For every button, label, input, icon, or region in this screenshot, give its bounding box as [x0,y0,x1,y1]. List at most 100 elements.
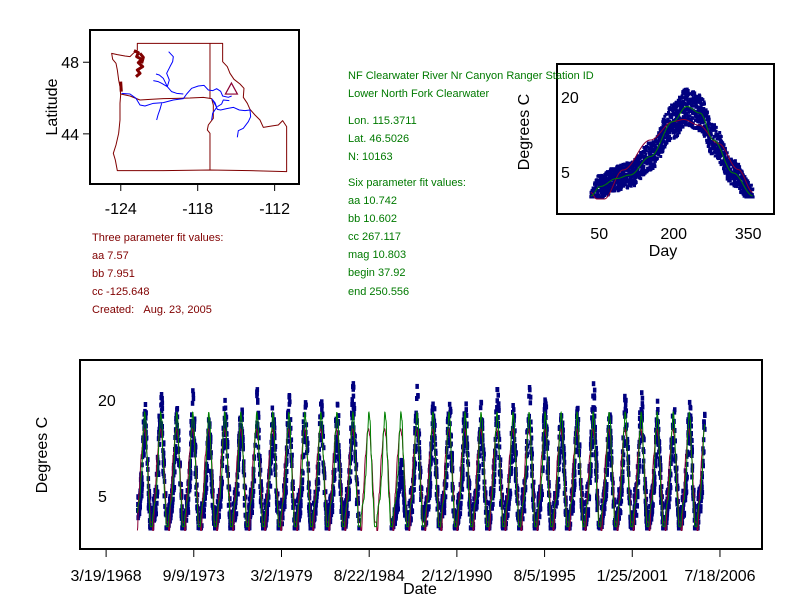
data-point [336,446,340,452]
data-point [262,525,266,531]
data-point [157,417,162,423]
data-point [628,176,632,180]
data-point [698,124,702,128]
data-point [509,471,513,477]
data-point [659,150,663,154]
data-point [706,122,710,126]
data-point [681,99,685,103]
data-point [540,490,544,496]
data-point [628,166,632,170]
data-point [522,504,526,510]
data-point [666,137,670,141]
data-point [710,151,713,155]
columbia-river [121,84,232,107]
data-point [611,187,614,191]
data-point [334,447,338,453]
data-point [693,126,697,130]
data-point [613,171,616,175]
data-point [690,90,694,94]
data-point [716,156,719,159]
data-point [664,132,668,136]
data-point [520,494,525,500]
data-point [497,408,501,413]
data-point [657,133,661,137]
data-point [286,432,290,438]
data-point [408,498,412,504]
data-point [393,515,398,521]
data-point [670,121,674,125]
data-point [236,491,240,497]
data-point [528,400,533,406]
data-point [507,501,511,507]
data-point [741,187,745,191]
data-point [672,118,675,122]
data-point [299,488,304,494]
data-point [678,107,682,111]
data-point [255,387,260,393]
data-point [442,491,446,497]
data-point [257,427,261,433]
state-boundaries [111,42,288,173]
data-point [550,518,554,524]
data-point [739,175,742,179]
data-point [596,191,600,195]
data-point [709,140,713,143]
data-point [683,110,687,114]
data-point [151,515,156,521]
data-point [671,109,675,113]
data-point [644,169,648,173]
data-point [165,518,169,524]
data-point [710,146,714,150]
data-point [447,401,452,407]
data-point [723,156,727,160]
data-point [699,110,703,114]
data-point [179,513,183,519]
data-point [626,184,630,188]
data-point [636,167,640,171]
data-point [303,434,307,440]
data-point [476,460,480,466]
data-point [697,129,701,133]
data-point [288,417,293,423]
data-point [624,177,628,181]
data-point [431,401,435,407]
data-point [251,488,256,494]
data-point [398,483,402,489]
data-point [593,468,598,474]
data-point [747,192,751,196]
data-point [682,120,686,124]
data-point [464,401,468,407]
data-point [640,171,644,175]
data-point [575,439,579,445]
data-point [725,151,729,155]
data-point [607,170,611,174]
data-point [221,425,225,431]
data-point [290,452,294,458]
data-point [151,496,156,502]
tributary-rivers [153,51,230,121]
data-point [288,430,292,435]
data-point [433,457,437,463]
data-point [237,456,241,462]
seasonal-x-tick-label: 200 [660,226,687,243]
data-point [557,459,562,465]
data-point [296,496,300,502]
data-point [736,175,740,179]
data-point [261,514,266,520]
data-point [406,515,410,521]
data-point [615,165,619,169]
data-point [350,435,355,441]
data-point [278,511,282,517]
data-point [704,131,708,135]
seasonal-x-axis-label: Day [649,243,677,260]
data-point [606,177,610,181]
data-point [612,173,616,177]
data-point [190,400,195,406]
data-point [686,100,690,103]
data-point [286,410,290,416]
data-point [605,461,610,467]
data-point [409,517,413,523]
data-point [678,96,682,100]
data-point [704,114,708,118]
